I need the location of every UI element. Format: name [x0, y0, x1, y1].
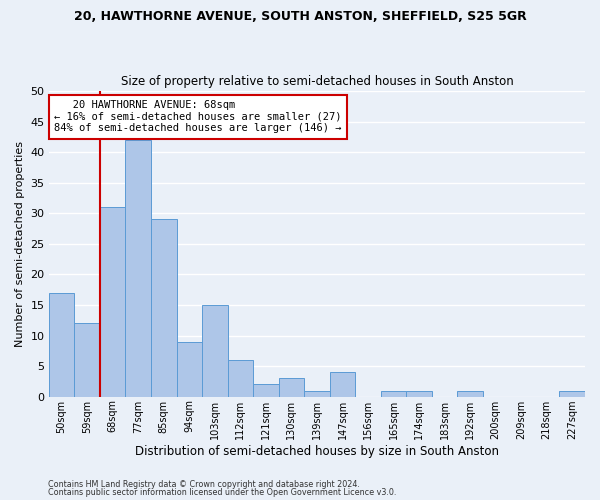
Text: Contains HM Land Registry data © Crown copyright and database right 2024.: Contains HM Land Registry data © Crown c… [48, 480, 360, 489]
Bar [100, 207, 125, 396]
Bar [253, 384, 278, 396]
Text: 20, HAWTHORNE AVENUE, SOUTH ANSTON, SHEFFIELD, S25 5GR: 20, HAWTHORNE AVENUE, SOUTH ANSTON, SHEF… [74, 10, 526, 23]
Bar [125, 140, 151, 396]
Y-axis label: Number of semi-detached properties: Number of semi-detached properties [15, 141, 25, 347]
Bar [559, 390, 585, 396]
Bar [202, 305, 227, 396]
Bar [278, 378, 304, 396]
Bar [304, 390, 329, 396]
Bar [227, 360, 253, 397]
Bar [381, 390, 406, 396]
Title: Size of property relative to semi-detached houses in South Anston: Size of property relative to semi-detach… [121, 76, 513, 88]
Bar [151, 220, 176, 396]
Bar [176, 342, 202, 396]
Bar [457, 390, 483, 396]
Text: Contains public sector information licensed under the Open Government Licence v3: Contains public sector information licen… [48, 488, 397, 497]
Bar [406, 390, 432, 396]
Text: 20 HAWTHORNE AVENUE: 68sqm
← 16% of semi-detached houses are smaller (27)
84% of: 20 HAWTHORNE AVENUE: 68sqm ← 16% of semi… [54, 100, 342, 134]
Bar [49, 293, 74, 397]
X-axis label: Distribution of semi-detached houses by size in South Anston: Distribution of semi-detached houses by … [135, 444, 499, 458]
Bar [74, 324, 100, 396]
Bar [329, 372, 355, 396]
